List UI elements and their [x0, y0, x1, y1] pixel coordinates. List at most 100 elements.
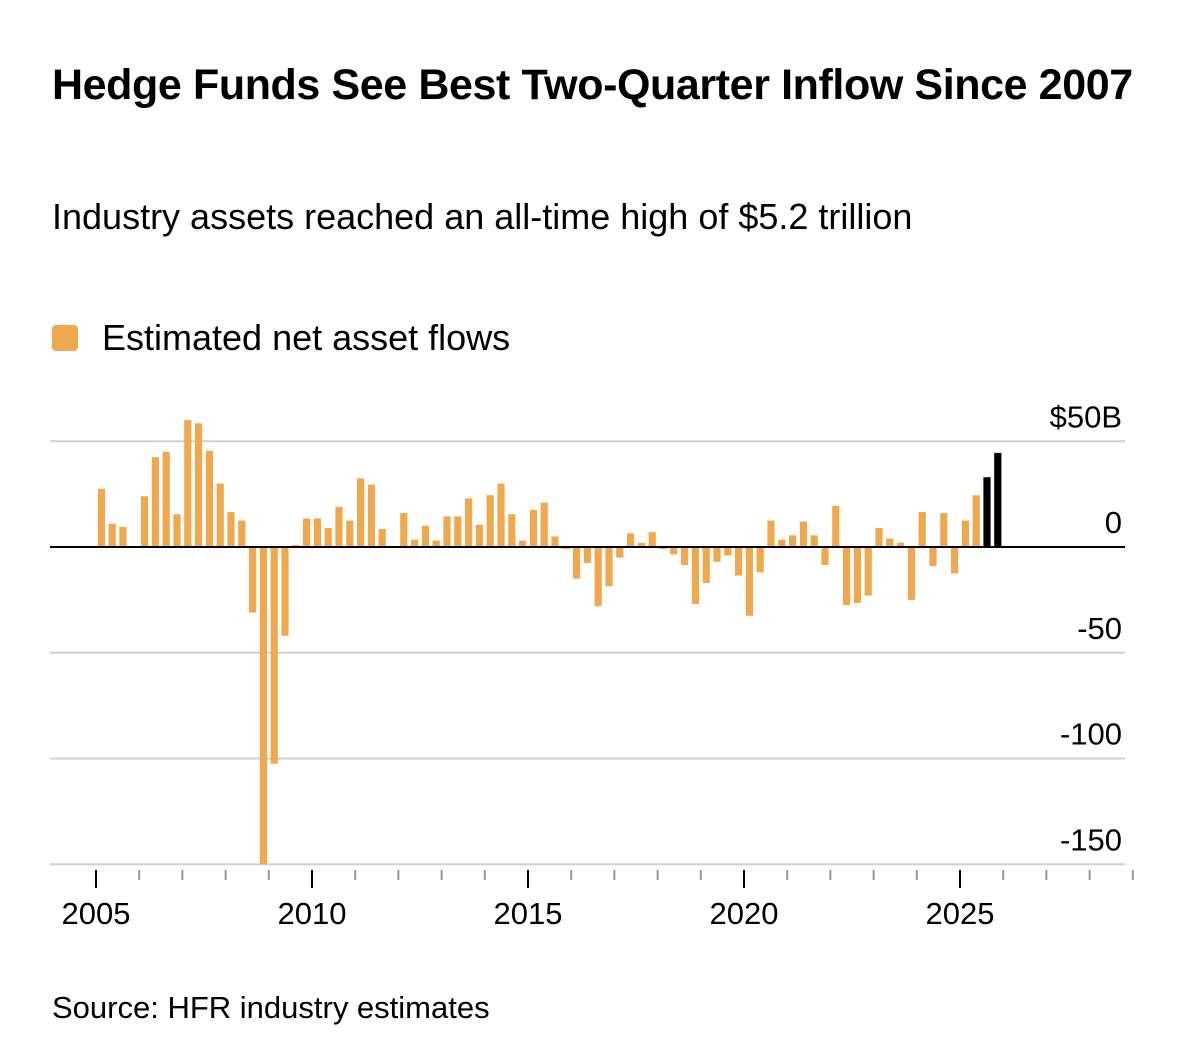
- chart-title: Hedge Funds See Best Two-Quarter Inflow …: [52, 61, 1133, 109]
- tick-labels: $50B 0 -50 -100 -150 2005 2010 2015 2020 2025: [62, 399, 1122, 931]
- bar: [119, 526, 127, 547]
- bar: [843, 547, 851, 606]
- bar: [767, 520, 775, 547]
- x-tick-label: 2005: [62, 896, 131, 931]
- bar: [216, 483, 224, 547]
- bar: [832, 505, 840, 547]
- bar: [173, 514, 181, 547]
- bar: [573, 547, 581, 579]
- bar: [551, 536, 559, 548]
- bar: [691, 547, 699, 605]
- gridlines: [50, 440, 1125, 866]
- bar: [907, 547, 915, 600]
- y-tick-label: -50: [1077, 611, 1122, 646]
- bar: [108, 523, 116, 548]
- bar: [378, 529, 386, 547]
- x-tick-label: 2010: [278, 896, 347, 931]
- x-tick-label: 2025: [926, 896, 995, 931]
- bar: [951, 547, 959, 574]
- bar: [357, 478, 365, 547]
- bar: [670, 547, 678, 555]
- bar: [875, 527, 883, 548]
- y-tick-label: -100: [1060, 717, 1122, 752]
- bar: [853, 547, 861, 604]
- bar: [141, 496, 149, 547]
- bar: [205, 450, 213, 547]
- bar: [259, 547, 267, 865]
- bar: [994, 452, 1002, 547]
- bar: [508, 514, 516, 547]
- bar: [562, 547, 570, 550]
- bar: [594, 547, 602, 607]
- bar: [324, 527, 332, 548]
- bar: [983, 477, 991, 547]
- bar: [162, 451, 170, 547]
- y-tick-label: $50B: [1050, 399, 1122, 434]
- bar: [659, 547, 667, 550]
- bar: [292, 544, 300, 547]
- bar: [972, 495, 980, 547]
- bar: [627, 533, 635, 547]
- bar: [346, 520, 354, 547]
- bar: [778, 539, 786, 547]
- bar: [400, 513, 408, 547]
- bar: [432, 540, 440, 548]
- bar: [465, 498, 473, 547]
- bar: [411, 539, 419, 547]
- bar: [249, 547, 257, 613]
- bar: [713, 547, 721, 562]
- bar: [897, 542, 905, 547]
- legend-label: Estimated net asset flows: [102, 317, 511, 358]
- bar: [184, 420, 192, 547]
- bar: [151, 457, 159, 547]
- y-tick-label: 0: [1105, 505, 1122, 540]
- bar: [940, 513, 948, 547]
- chart-subtitle: Industry assets reached an all-time high…: [52, 196, 913, 237]
- bar-chart: $50B 0 -50 -100 -150 2005 2010 2015 2020 2025: [50, 399, 1134, 931]
- bar: [475, 524, 483, 547]
- bar: [886, 538, 894, 547]
- bar: [421, 525, 429, 547]
- bar: [810, 535, 818, 547]
- bar: [195, 423, 203, 547]
- bar: [227, 512, 235, 547]
- x-tick-label: 2020: [710, 896, 779, 931]
- bar: [702, 547, 710, 583]
- legend-swatch: [52, 325, 78, 351]
- bar: [616, 547, 624, 558]
- bar: [735, 547, 743, 576]
- bar: [918, 512, 926, 547]
- bar: [486, 495, 494, 547]
- source-note: Source: HFR industry estimates: [52, 990, 490, 1025]
- bar: [540, 502, 548, 547]
- bar: [303, 518, 311, 547]
- bar: [454, 516, 462, 547]
- x-tick-label: 2015: [494, 896, 563, 931]
- bar: [270, 547, 278, 764]
- bar: [929, 547, 937, 567]
- bar: [745, 547, 753, 616]
- bar: [281, 547, 289, 636]
- bar: [789, 535, 797, 547]
- bars: [97, 420, 1002, 865]
- bar: [97, 488, 105, 547]
- bar: [583, 547, 591, 563]
- bar: [605, 547, 613, 587]
- bar: [864, 547, 872, 596]
- axes: [50, 546, 1134, 888]
- bar: [637, 542, 645, 547]
- bar: [367, 484, 375, 547]
- bar: [756, 547, 764, 573]
- bar: [681, 547, 689, 565]
- bar: [648, 532, 656, 547]
- bar: [238, 520, 246, 547]
- bar: [443, 516, 451, 547]
- bar: [799, 521, 807, 547]
- bar: [335, 506, 343, 547]
- bar: [529, 509, 537, 547]
- bar: [519, 540, 527, 548]
- bar: [821, 547, 829, 565]
- bar: [497, 483, 505, 547]
- bar: [313, 518, 321, 547]
- legend: Estimated net asset flows: [52, 316, 510, 360]
